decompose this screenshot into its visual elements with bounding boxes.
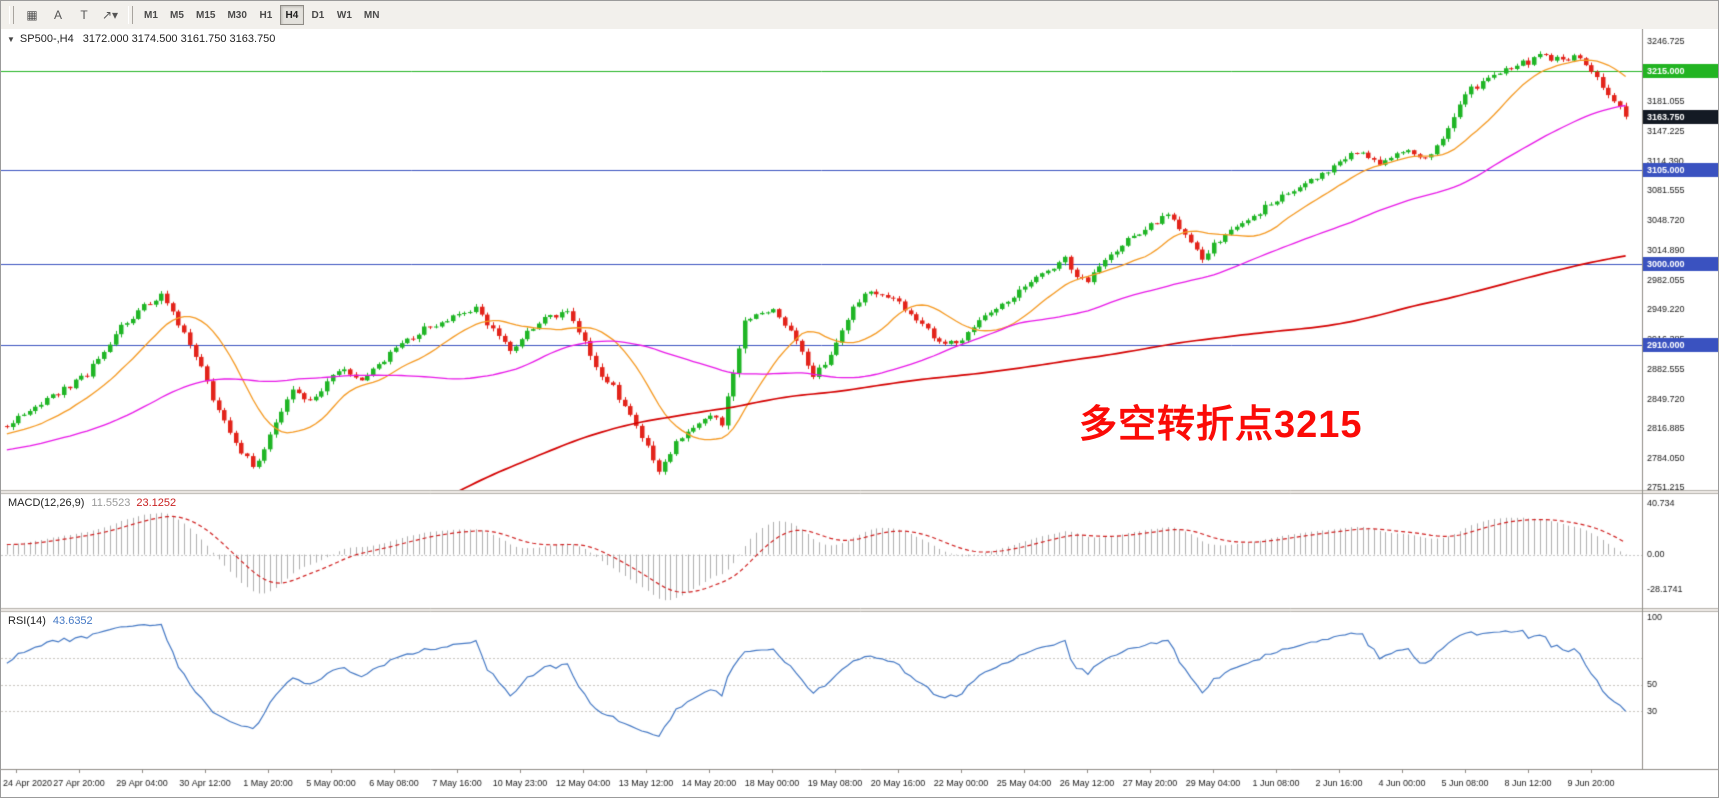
chart-window-tool[interactable]: ▦	[26, 8, 38, 22]
toolbar: ▦ A T ↗▾ M1 M5 M15 M30 H1 H4 D1 W1 MN	[1, 1, 1718, 30]
macd-main-value: 11.5523	[91, 497, 131, 509]
objects-dropdown[interactable]: ↗▾	[101, 8, 119, 22]
toolbar-grip[interactable]	[128, 6, 133, 24]
macd-name: MACD(12,26,9)	[8, 497, 85, 509]
symbol-ohlc-line: ▼ SP500-,H4 3172.000 3174.500 3161.750 316…	[7, 33, 275, 45]
timeframe-button-mn[interactable]: MN	[363, 9, 380, 21]
symbol-label: SP500-,H4	[19, 33, 74, 45]
ohlc-values: 3172.000 3174.500 3161.750 3163.750	[82, 33, 276, 45]
timeframe-button-m30[interactable]: M30	[227, 9, 247, 21]
trendline-tool[interactable]: T	[80, 8, 88, 22]
text-annotation-tool[interactable]: A	[53, 8, 62, 22]
timeframe-button-m1[interactable]: M1	[144, 9, 158, 21]
rsi-name: RSI(14)	[8, 615, 46, 627]
annotation-tool-group: ▦ A T ↗▾	[20, 3, 122, 27]
timeframe-button-w1[interactable]: W1	[336, 9, 352, 21]
timeframe-button-d1[interactable]: D1	[311, 9, 325, 21]
price-chart-canvas[interactable]	[1, 29, 1718, 797]
timeframe-button-m5[interactable]: M5	[170, 9, 184, 21]
timeframe-button-group: M1 M5 M15 M30 H1 H4 D1 W1 MN	[139, 5, 384, 25]
toolbar-grip[interactable]	[9, 6, 14, 24]
macd-indicator-label: MACD(12,26,9) 11.5523 23.1252	[8, 497, 176, 509]
timeframe-button-h4[interactable]: H4	[279, 5, 304, 25]
timeframe-button-h1[interactable]: H1	[259, 9, 273, 21]
macd-signal-value: 23.1252	[136, 497, 177, 509]
collapse-arrow-icon[interactable]: ▼	[7, 35, 15, 44]
rsi-indicator-label: RSI(14) 43.6352	[8, 615, 93, 627]
rsi-value: 43.6352	[52, 615, 93, 627]
chart-annotation-text[interactable]: 多空转折点3215	[1079, 404, 1363, 446]
timeframe-button-m15[interactable]: M15	[196, 9, 216, 21]
